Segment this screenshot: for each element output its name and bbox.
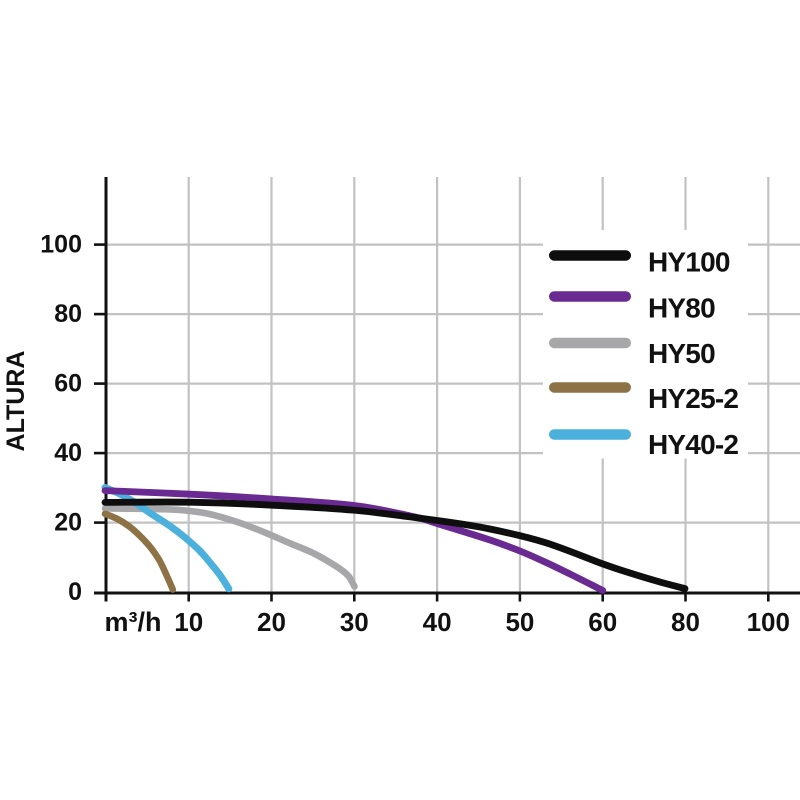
- svg-text:10: 10: [174, 607, 203, 637]
- svg-text:20: 20: [257, 607, 286, 637]
- svg-text:30: 30: [340, 607, 369, 637]
- svg-text:HY40-2: HY40-2: [648, 429, 738, 460]
- svg-text:80: 80: [671, 607, 700, 637]
- svg-text:0: 0: [68, 578, 82, 606]
- svg-text:50: 50: [505, 607, 534, 637]
- svg-text:60: 60: [588, 607, 617, 637]
- svg-text:HY50: HY50: [648, 338, 715, 369]
- svg-text:100: 100: [747, 607, 790, 637]
- svg-text:HY80: HY80: [648, 292, 715, 323]
- svg-text:60: 60: [54, 369, 82, 397]
- svg-text:m³/h: m³/h: [105, 607, 162, 637]
- svg-text:HY100: HY100: [648, 247, 730, 278]
- svg-text:40: 40: [423, 607, 452, 637]
- svg-text:HY25-2: HY25-2: [648, 383, 738, 414]
- svg-text:40: 40: [54, 439, 82, 467]
- svg-text:20: 20: [54, 508, 82, 536]
- svg-text:ALTURA: ALTURA: [2, 351, 30, 452]
- svg-text:100: 100: [40, 230, 82, 258]
- svg-text:80: 80: [54, 300, 82, 328]
